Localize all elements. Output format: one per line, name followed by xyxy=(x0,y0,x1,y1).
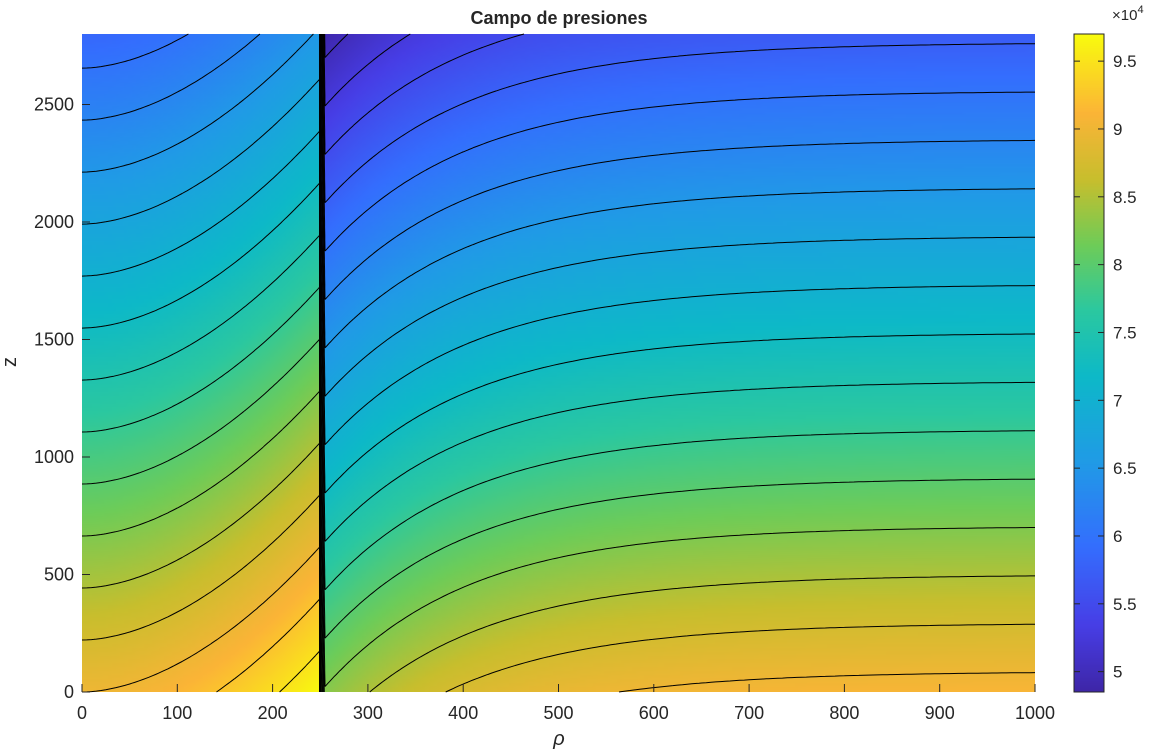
y-axis: 0 500 1000 1500 2000 2500 xyxy=(34,95,90,702)
contour-lines xyxy=(81,33,1036,693)
contour-line-13 xyxy=(81,390,1035,687)
colorbar: 5 5.5 6 6.5 7 7.5 8 8.5 9 9.5 ×104 xyxy=(1073,4,1144,693)
x-tick-label-2: 200 xyxy=(258,703,288,723)
colorbar-tick-label-9: 9.5 xyxy=(1113,52,1137,71)
colorbar-tick-label-6: 8 xyxy=(1113,256,1122,275)
pressure-heatmap xyxy=(82,34,1035,692)
x-axis: 0 100 200 300 400 500 600 700 800 900 1000 xyxy=(77,684,1055,723)
contour-line-9 xyxy=(81,182,1035,494)
contour-line-5 xyxy=(81,33,1036,300)
x-tick-label-8: 800 xyxy=(829,703,859,723)
contour-line-2 xyxy=(322,33,525,155)
contour-line-14 xyxy=(81,442,1035,693)
contour-line-3 xyxy=(322,33,1035,204)
contour-line-8 xyxy=(81,130,1035,446)
colorbar-tick-label-4: 7 xyxy=(1113,391,1122,410)
contour-line-7 xyxy=(81,78,1035,397)
y-tick-label-4: 2000 xyxy=(34,212,74,232)
colorbar-frame xyxy=(1073,33,1105,693)
colorbar-tick-label-7: 8.5 xyxy=(1113,188,1137,207)
contour-line-18 xyxy=(279,650,322,693)
contour-line-6 xyxy=(81,33,1036,349)
colorbar-exponent-base: ×10 xyxy=(1112,7,1137,24)
x-tick-label-5: 500 xyxy=(543,703,573,723)
y-axis-label: z xyxy=(0,357,21,367)
colorbar-tick-label-3: 6.5 xyxy=(1113,459,1137,478)
contour-line-15 xyxy=(81,494,1035,693)
chart-title: Campo de presiones xyxy=(470,8,647,28)
y-tick-label-0: 0 xyxy=(64,682,74,702)
x-axis-label: ρ xyxy=(552,728,564,750)
contour-line-1 xyxy=(323,33,411,107)
colorbar-exponent: ×104 xyxy=(1112,4,1144,24)
colorbar-tick-label-5: 7.5 xyxy=(1113,323,1137,342)
x-tick-label-10: 1000 xyxy=(1015,703,1055,723)
x-tick-label-3: 300 xyxy=(353,703,383,723)
y-tick-label-5: 2500 xyxy=(34,95,74,115)
colorbar-gradient xyxy=(1074,34,1104,692)
x-tick-label-6: 600 xyxy=(639,703,669,723)
contour-line-11 xyxy=(81,286,1036,591)
colorbar-tick-label-2: 6 xyxy=(1113,527,1122,546)
colorbar-tick-label-1: 5.5 xyxy=(1113,595,1137,614)
x-tick-label-0: 0 xyxy=(77,703,87,723)
plot-area xyxy=(81,33,1036,693)
contour-line-0 xyxy=(324,33,349,58)
y-tick-label-2: 1000 xyxy=(34,447,74,467)
contour-line-12 xyxy=(81,338,1036,639)
x-tick-label-7: 700 xyxy=(734,703,764,723)
colorbar-tick-label-0: 5 xyxy=(1113,663,1122,682)
contour-line-10 xyxy=(81,234,1035,542)
colorbar-exponent-power: 4 xyxy=(1137,4,1143,16)
x-tick-label-9: 900 xyxy=(925,703,955,723)
colorbar-ticks: 5 5.5 6 6.5 7 7.5 8 8.5 9 9.5 xyxy=(1074,52,1137,682)
x-tick-label-4: 400 xyxy=(448,703,478,723)
y-tick-label-3: 1500 xyxy=(34,330,74,350)
y-tick-label-1: 500 xyxy=(44,565,74,585)
contour-line-4 xyxy=(81,33,1035,252)
x-tick-label-1: 100 xyxy=(162,703,192,723)
colorbar-tick-label-8: 9 xyxy=(1113,120,1122,139)
